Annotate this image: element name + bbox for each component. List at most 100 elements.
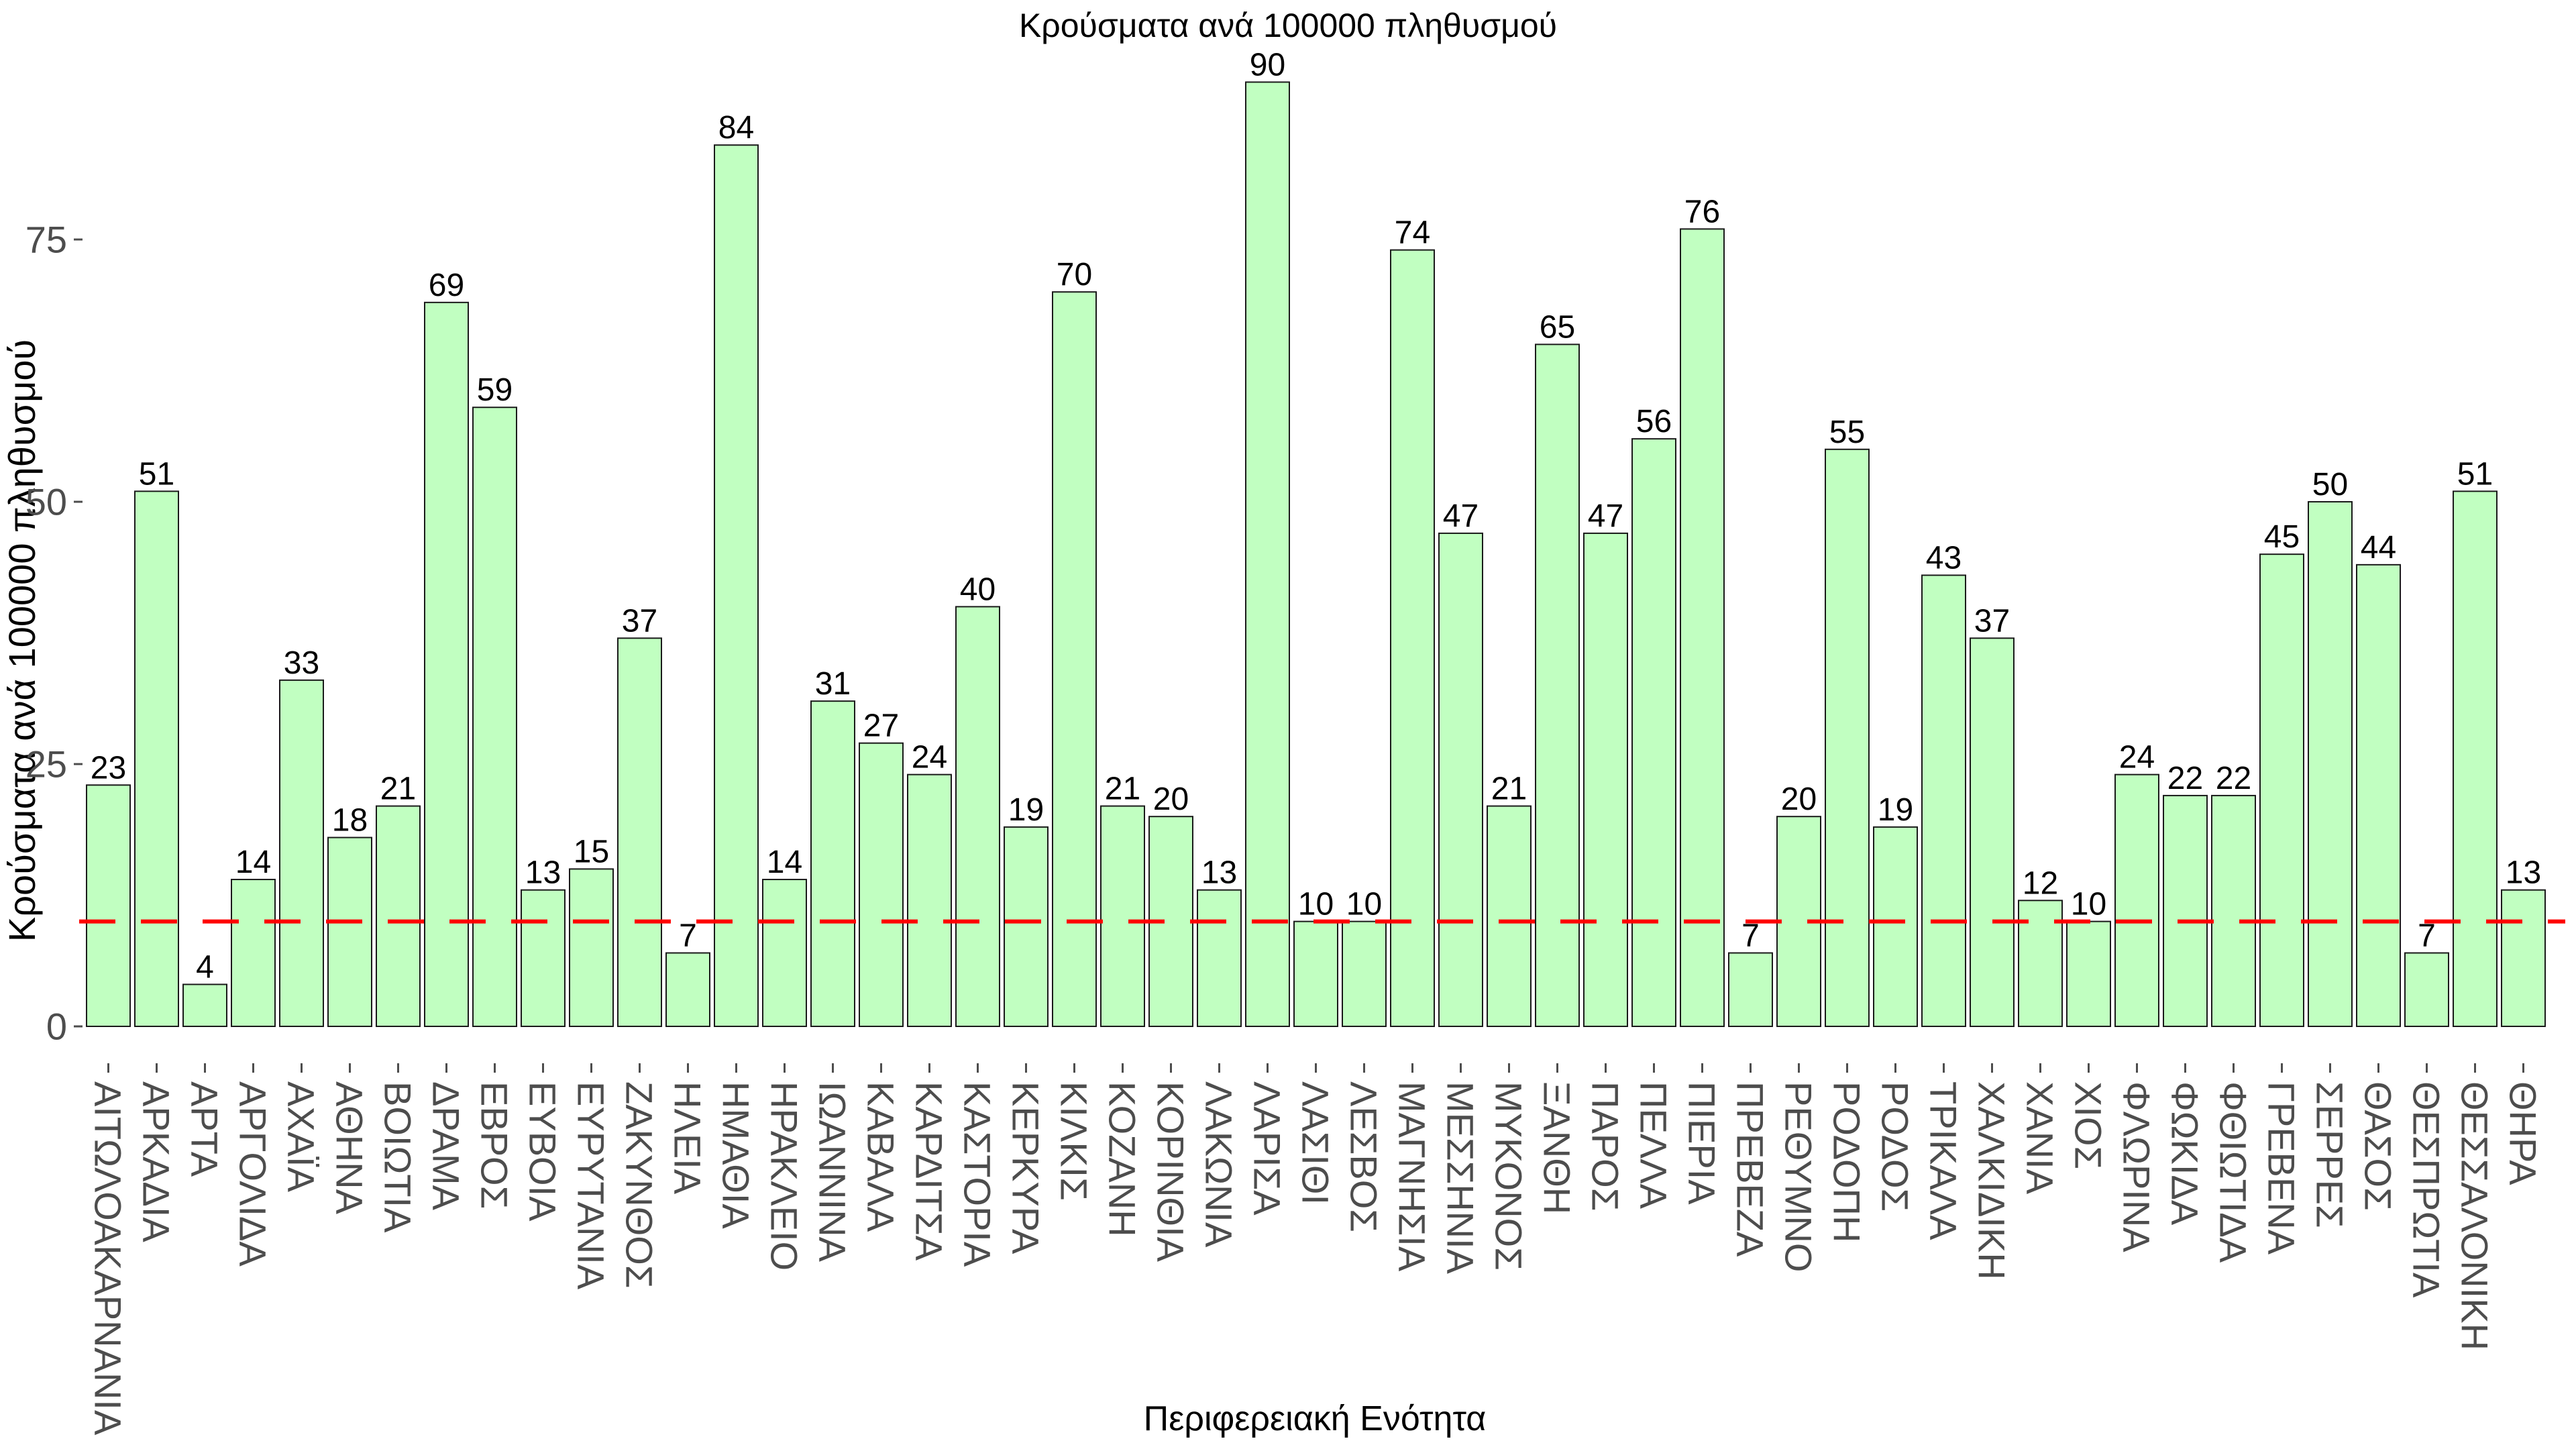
x-tick-label: ΕΒΡΟΣ: [474, 1081, 516, 1209]
bar: [231, 879, 276, 1028]
x-tick-label: ΛΕΣΒΟΣ: [1343, 1081, 1385, 1232]
bar: [2501, 889, 2546, 1028]
x-tick-label: ΡΕΘΥΜΝΟ: [1778, 1081, 1820, 1272]
bar: [1052, 291, 1097, 1028]
x-tick-label: ΜΕΣΣΗΝΙΑ: [1440, 1081, 1482, 1275]
value-labels-layer: 23 51 4 14 33 18 21 69 59 13 15 37 7 84 14 31 27 24 40 19 70…: [91, 47, 2541, 985]
bar-value-label: 10: [1346, 887, 1382, 922]
bar: [1680, 228, 1725, 1027]
bar: [1825, 448, 1870, 1027]
bar: [1342, 920, 1387, 1027]
bar-value-label: 13: [2506, 855, 2541, 891]
bar-value-label: 21: [380, 771, 416, 807]
bar: [569, 868, 614, 1028]
bar: [2308, 501, 2353, 1027]
bar: [2018, 900, 2063, 1027]
x-tick-label: ΑΙΤΩΛΟΑΚΑΡΝΑΝΙΑ: [87, 1081, 129, 1436]
bar: [327, 837, 372, 1027]
bar-value-label: 10: [1298, 887, 1334, 922]
x-tick-label: ΗΛΕΙΑ: [667, 1081, 709, 1195]
bar: [472, 407, 517, 1027]
x-tick-label: ΑΡΚΑΔΙΑ: [136, 1081, 178, 1242]
x-tick-label: ΚΑΡΔΙΤΣΑ: [908, 1081, 951, 1261]
x-tick-label: ΠΙΕΡΙΑ: [1681, 1081, 1723, 1205]
x-tick-label: ΗΡΑΚΛΕΙΟ: [763, 1081, 806, 1271]
bar-value-label: 55: [1829, 415, 1865, 450]
bar: [2211, 794, 2256, 1028]
bar: [1004, 826, 1049, 1027]
bar-value-label: 45: [2264, 519, 2300, 555]
bar: [1438, 532, 1483, 1027]
x-tick-label: ΚΟΖΑΝΗ: [1102, 1081, 1144, 1237]
bar-value-label: 15: [574, 834, 609, 869]
x-tick-label: ΘΗΡΑ: [2502, 1081, 2544, 1185]
bar-value-label: 43: [1926, 540, 1962, 576]
bars-layer: [86, 81, 2546, 1028]
bar-value-label: 51: [2457, 456, 2493, 492]
x-tick-label: ΦΘΙΩΤΙΔΑ: [2212, 1081, 2255, 1263]
bar-value-label: 33: [284, 645, 319, 681]
bar-value-label: 14: [235, 845, 271, 880]
x-tick-label: ΣΕΡΡΕΣ: [2309, 1081, 2351, 1228]
x-axis-title: Περιφερειακή Ενότητα: [1144, 1399, 1487, 1438]
x-tick-label: ΧΑΛΚΙΔΙΚΗ: [1971, 1081, 2013, 1280]
bar-value-label: 14: [767, 845, 802, 880]
x-tick-label: ΜΑΓΝΗΣΙΑ: [1391, 1081, 1434, 1272]
x-tick-label: ΧΑΝΙΑ: [2019, 1081, 2061, 1195]
bar-value-label: 24: [2119, 740, 2155, 775]
bar-value-label: 40: [960, 572, 996, 607]
bar: [1197, 889, 1242, 1028]
bar: [1245, 81, 1290, 1027]
x-tick-label: ΛΑΚΩΝΙΑ: [1198, 1081, 1240, 1248]
bar: [2163, 794, 2208, 1028]
y-tick-label: 75: [25, 219, 67, 261]
bar-value-label: 12: [2023, 865, 2058, 901]
bar-value-label: 21: [1491, 771, 1527, 807]
bar-value-label: 19: [1878, 792, 1913, 828]
x-tick-label: ΙΩΑΝΝΙΝΑ: [812, 1081, 854, 1263]
bar-value-label: 65: [1540, 309, 1575, 345]
bar: [2453, 490, 2498, 1027]
bar: [2356, 564, 2401, 1027]
x-tick-label: ΤΡΙΚΑΛΑ: [1923, 1081, 1965, 1240]
x-tick-label: ΡΟΔΟΣ: [1874, 1081, 1917, 1212]
x-tick-label: ΚΟΡΙΝΘΙΑ: [1150, 1081, 1192, 1263]
bar-value-label: 4: [196, 949, 214, 985]
x-tick-label: ΧΙΟΣ: [2068, 1081, 2110, 1169]
bar: [955, 606, 1000, 1027]
bar: [1390, 249, 1435, 1027]
bar-value-label: 51: [139, 456, 174, 492]
bar-value-label: 21: [1105, 771, 1140, 807]
x-tick-label: ΠΑΡΟΣ: [1585, 1081, 1627, 1211]
x-tick-label: ΘΕΣΣΑΛΟΝΙΚΗ: [2454, 1081, 2496, 1350]
y-tick-label: 50: [25, 481, 67, 523]
x-tick-label: ΡΟΔΟΠΗ: [1826, 1081, 1868, 1242]
x-axis-layer: ΑΙΤΩΛΟΑΚΑΡΝΑΝΙΑ ΑΡΚΑΔΙΑ ΑΡΤΑ ΑΡΓΟΛΙΔΑ ΑΧΑΪΑ Α…: [87, 1063, 2544, 1436]
y-axis-title: Κρούσματα ανά 100000 πληθυσμού: [1, 339, 43, 942]
bar: [1100, 805, 1145, 1028]
bar: [1873, 826, 1918, 1027]
chart-title: Κρούσματα ανά 100000 πληθυσμού: [1019, 7, 1557, 44]
bar-value-label: 7: [1741, 918, 1760, 954]
bar: [1487, 805, 1532, 1028]
x-tick-label: ΘΑΣΟΣ: [2357, 1081, 2400, 1211]
bar-value-label: 18: [332, 802, 368, 838]
x-tick-label: ΚΑΣΤΟΡΙΑ: [957, 1081, 999, 1267]
x-tick-label: ΔΡΑΜΑ: [425, 1081, 468, 1211]
bar-value-label: 7: [2418, 918, 2436, 954]
x-tick-label: ΦΩΚΙΔΑ: [2164, 1081, 2206, 1226]
bar: [2114, 773, 2159, 1027]
x-tick-label: ΞΑΝΘΗ: [1536, 1081, 1578, 1214]
bar-value-label: 84: [718, 110, 754, 146]
bar: [1970, 637, 2015, 1027]
y-axis-layer: 0 25 50 75: [25, 219, 83, 1048]
bar-value-label: 19: [1008, 792, 1044, 828]
bar: [2066, 920, 2111, 1027]
bar-value-label: 27: [863, 708, 899, 744]
x-tick-label: ΑΡΤΑ: [184, 1081, 226, 1177]
bar-value-label: 13: [1201, 855, 1237, 891]
bar: [665, 952, 710, 1028]
x-tick-label: ΠΕΛΛΑ: [1633, 1081, 1675, 1210]
